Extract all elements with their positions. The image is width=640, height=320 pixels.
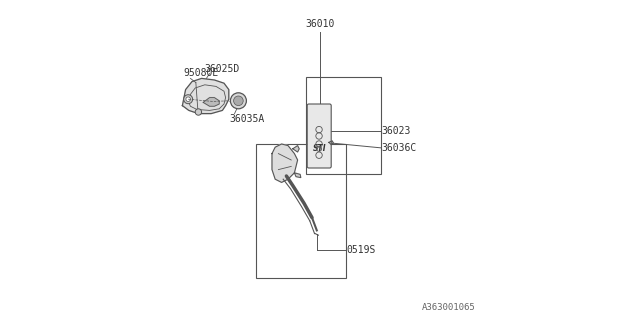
Bar bbox=[256, 144, 346, 278]
Polygon shape bbox=[272, 144, 298, 182]
Polygon shape bbox=[204, 98, 219, 106]
Bar bbox=[306, 77, 381, 174]
Text: A363001065: A363001065 bbox=[422, 303, 475, 312]
FancyBboxPatch shape bbox=[307, 104, 332, 168]
Text: 36025D: 36025D bbox=[204, 64, 239, 74]
Polygon shape bbox=[292, 146, 300, 152]
Text: STI: STI bbox=[313, 144, 326, 153]
Circle shape bbox=[184, 95, 193, 104]
Text: 0519S: 0519S bbox=[347, 244, 376, 255]
Text: 95080E: 95080E bbox=[183, 68, 218, 78]
Text: 36035A: 36035A bbox=[230, 114, 265, 124]
Circle shape bbox=[230, 93, 246, 109]
Text: 36036C: 36036C bbox=[381, 143, 417, 153]
Circle shape bbox=[234, 96, 243, 106]
Circle shape bbox=[195, 109, 202, 115]
Text: 36010: 36010 bbox=[305, 19, 335, 29]
Polygon shape bbox=[294, 173, 301, 178]
Circle shape bbox=[186, 97, 191, 101]
Text: 36023: 36023 bbox=[381, 126, 411, 136]
Polygon shape bbox=[182, 78, 229, 114]
